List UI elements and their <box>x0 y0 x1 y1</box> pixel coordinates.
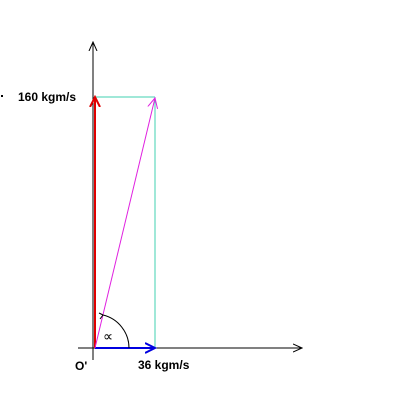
angle-arrow <box>98 312 104 320</box>
angle-label: ∝ <box>103 328 113 344</box>
resultant-vector <box>94 98 155 349</box>
dot <box>1 95 3 97</box>
origin-label: O' <box>75 359 87 373</box>
horizontal-label: 36 kgm/s <box>138 358 190 372</box>
angle-arc <box>102 314 130 349</box>
vertical-label: 160 kgm/s <box>18 90 76 104</box>
